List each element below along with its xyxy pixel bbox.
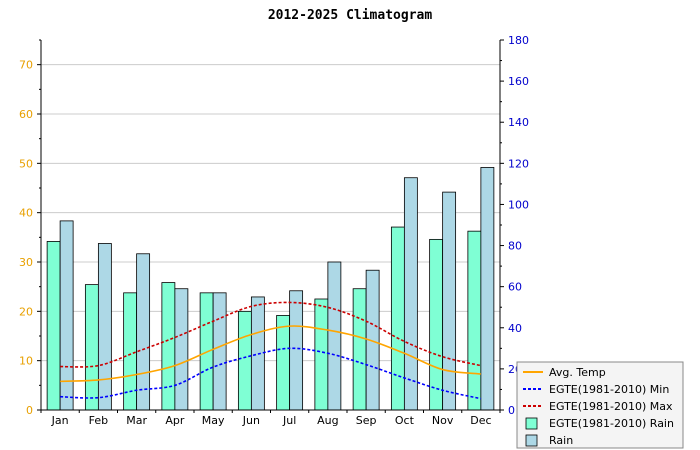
bar-egte-1981-2010-rain-feb [84, 284, 99, 411]
right-tick-label: 120 [508, 157, 529, 170]
legend-label: EGTE(1981-2010) Max [549, 400, 673, 413]
bar-egte-1981-2010-rain-oct [390, 226, 405, 411]
line-egte-1981-2010-max [60, 301, 482, 368]
axes: 010203040506070020406080100120140160180J… [19, 34, 529, 427]
legend-label: EGTE(1981-2010) Rain [549, 417, 674, 430]
right-tick-label: 60 [508, 281, 522, 294]
legend: Avg. Temp EGTE(1981-2010) Min EGTE(1981-20… [516, 361, 684, 449]
bar-rain-apr [174, 288, 189, 411]
bar-rain-may [212, 292, 227, 411]
right-tick-label: 0 [508, 404, 515, 417]
x-tick-label: Mar [126, 414, 147, 427]
x-tick-label: Nov [432, 414, 454, 427]
x-tick-label: Jan [51, 414, 69, 427]
left-tick-label: 70 [19, 59, 33, 72]
legend-box [516, 361, 684, 449]
left-tick-label: 30 [19, 256, 33, 269]
legend-label: Avg. Temp [549, 366, 606, 379]
right-tick-label: 160 [508, 75, 529, 88]
chart-title: 2012-2025 Climatogram [268, 8, 433, 23]
right-tick-label: 100 [508, 198, 529, 211]
legend-swatch [525, 417, 538, 430]
left-tick-label: 0 [26, 404, 33, 417]
x-tick-label: May [202, 414, 225, 427]
bar-egte-1981-2010-rain-jul [276, 315, 291, 411]
right-tick-label: 140 [508, 116, 529, 129]
right-tick-label: 40 [508, 322, 522, 335]
bar-rain-nov [442, 191, 457, 411]
x-tick-label: Oct [395, 414, 415, 427]
x-tick-label: Sep [356, 414, 377, 427]
bar-rain-mar [136, 253, 151, 411]
legend-swatch [525, 434, 538, 447]
left-tick-label: 60 [19, 108, 33, 121]
bar-egte-1981-2010-rain-aug [314, 298, 329, 411]
x-tick-label: Dec [470, 414, 491, 427]
bar-egte-1981-2010-rain-jun [237, 310, 252, 411]
left-tick-label: 40 [19, 207, 33, 220]
grid-lines [41, 64, 500, 362]
x-tick-label: Jun [242, 414, 260, 427]
bar-egte-1981-2010-rain-apr [161, 282, 176, 411]
bar-egte-1981-2010-rain-nov [429, 238, 444, 411]
bar-rain-aug [327, 261, 342, 411]
line-avg-temp [60, 325, 481, 383]
x-tick-label: Apr [165, 414, 185, 427]
x-tick-label: Aug [317, 414, 338, 427]
legend-label: EGTE(1981-2010) Min [549, 383, 669, 396]
left-tick-label: 50 [19, 157, 33, 170]
x-tick-label: Jul [282, 414, 296, 427]
right-tick-label: 80 [508, 240, 522, 253]
x-tick-label: Feb [89, 414, 108, 427]
bar-rain-oct [403, 177, 418, 411]
bar-rain-jul [289, 290, 304, 411]
left-tick-label: 20 [19, 305, 33, 318]
line-series-group [60, 301, 482, 400]
right-tick-label: 180 [508, 34, 529, 47]
line-egte-1981-2010-min [60, 347, 482, 400]
bar-series-group [46, 167, 495, 411]
bar-egte-1981-2010-rain-sep [352, 288, 367, 411]
bar-egte-1981-2010-rain-dec [467, 230, 482, 411]
legend-label: Rain [549, 434, 573, 447]
bar-rain-feb [97, 243, 112, 411]
bar-egte-1981-2010-rain-jan [46, 241, 61, 411]
left-tick-label: 10 [19, 355, 33, 368]
bar-rain-dec [480, 167, 495, 411]
